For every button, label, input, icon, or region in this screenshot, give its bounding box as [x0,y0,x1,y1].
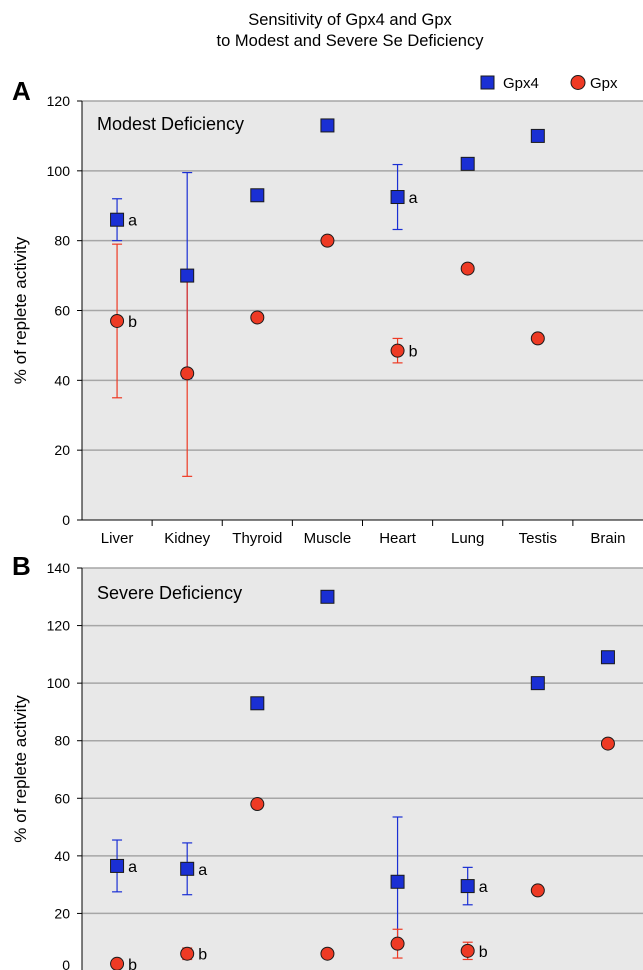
panel-a-gpx4-kidney-point [180,268,195,283]
panel-a-gpx4-thyroid-point [250,188,265,203]
panel-b-gpx-lung-sig-label: b [479,944,488,961]
panel-b-ytick-label-120: 120 [47,618,71,634]
panel-b-gpx-muscle-point [320,946,335,961]
panel-b-gpx4-kidney-point [180,861,195,876]
panel-b-gpx4-liver-sig-label: a [128,859,137,876]
panel-b-gpx-testis-point [530,883,545,898]
panel-b-ytick-label-60: 60 [54,790,70,806]
panel-a-ytick-label-80: 80 [54,233,70,249]
panel-a-gpx4-lung-point [460,156,475,171]
panel-b-gpx-kidney-sig-label: b [198,947,207,964]
panel-b-gpx-heart-point [390,936,405,951]
panel-a-gpx-thyroid-point [250,310,265,325]
panel-b-gpx-lung-point [460,943,475,958]
panel-a-xtick-label-thyroid: Thyroid [232,530,282,547]
panel-a-gpx-testis-point [530,331,545,346]
panel-a-xtick-label-lung: Lung [451,530,484,547]
panel-a-gpx4-heart-point [390,190,405,205]
panel-b-gpx4-kidney-sig-label: a [198,862,207,879]
panel-a-gpx-kidney-point [180,366,195,381]
panel-a-ytick-label-100: 100 [47,163,71,179]
panel-a-gpx-lung-point [460,261,475,276]
panel-a-xtick-label-brain: Brain [590,530,625,547]
panel-a-ytick-label-120: 120 [47,93,71,109]
panel-a-gpx4-heart-sig-label: a [409,190,418,207]
panel-b-ytick-label-40: 40 [54,848,70,864]
panel-a-gpx-liver-point [110,313,125,328]
panel-b-title: Severe Deficiency [97,583,242,603]
panel-b-gpx4-testis-point [530,676,545,691]
panel-a-gpx-heart-point [390,343,405,358]
panel-a-ytick-label-60: 60 [54,303,70,319]
figure-title-line-2: to Modest and Severe Se Deficiency [217,32,485,50]
panel-a-gpx-liver-sig-label: b [128,314,137,331]
panel-b-ytick-label-140: 140 [47,560,71,576]
panel-a-xtick-label-muscle: Muscle [304,530,352,547]
legend-gpx4-swatch [480,75,495,90]
panel-b-plot-area [82,568,643,970]
figure-title-line-1: Sensitivity of Gpx4 and Gpx [248,11,452,29]
panel-b-gpx4-lung-point [460,879,475,894]
panel-b-gpx4-heart-point [390,874,405,889]
panel-a-xtick-label-testis: Testis [519,530,557,547]
panel-b-gpx4-brain-point [600,650,615,665]
panel-b-gpx-kidney-point [180,946,195,961]
panel-b-gpx4-thyroid-point [250,696,265,711]
legend: Gpx4 Gpx [480,75,618,92]
panel-b-ytick-label-100: 100 [47,675,71,691]
panel-b-ytick-label-20: 20 [54,905,70,921]
panel-b-gpx4-muscle-point [320,589,335,604]
legend-gpx4-label: Gpx4 [503,75,539,92]
panel-b: 0 20 40 60 80 100 120 140 % of replete activity B… [11,551,643,970]
panel-b-gpx-brain-point [600,736,615,751]
panel-a: 0 20 40 60 80 100 120 % of replete activity A Mod… [11,76,643,547]
panel-a-xtick-label-kidney: Kidney [164,530,210,547]
panel-a-gpx4-testis-point [530,128,545,143]
panel-a-gpx4-muscle-point [320,118,335,133]
panel-b-gpx-liver-sig-label: b [128,957,137,970]
panel-b-gpx-thyroid-point [250,797,265,812]
panel-a-xtick-label-liver: Liver [101,530,134,547]
panel-a-ytick-label-20: 20 [54,442,70,458]
legend-gpx-swatch [570,75,586,90]
panel-b-ytick-label-80: 80 [54,733,70,749]
panel-a-gpx4-liver-sig-label: a [128,213,137,230]
panel-a-letter: A [12,76,31,106]
panel-a-title: Modest Deficiency [97,114,244,134]
panel-a-gpx4-liver-point [110,212,125,227]
legend-gpx-label: Gpx [590,75,618,92]
panel-b-letter: B [12,551,31,581]
panel-b-gpx4-liver-point [110,858,125,873]
panel-a-ytick-label-40: 40 [54,372,70,388]
panel-b-ytick-label-0: 0 [62,957,70,970]
panel-b-ylabel: % of replete activity [11,695,30,843]
panel-a-ytick-label-0: 0 [62,512,70,528]
panel-b-gpx-liver-point [110,956,125,970]
panel-a-gpx-muscle-point [320,233,335,248]
panel-a-xtick-label-heart: Heart [379,530,417,547]
panel-a-gpx-heart-sig-label: b [409,344,418,361]
panel-a-ylabel: % of replete activity [11,236,30,384]
panel-b-gpx4-lung-sig-label: a [479,879,488,896]
